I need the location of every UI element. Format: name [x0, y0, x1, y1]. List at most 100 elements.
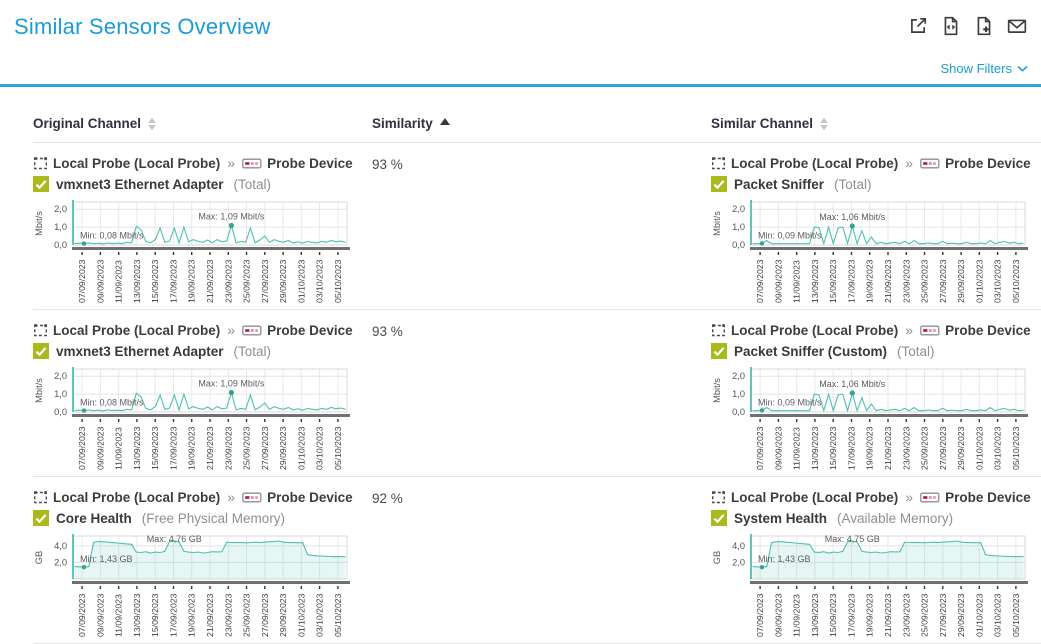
- svg-text:27/09/2023: 27/09/2023: [260, 593, 270, 637]
- mini-graph: 2,0 1,0 0,0 Mbit/s Max: 1,06 Mbit/s Min: 0,09…: [711, 199, 1041, 305]
- page-title: Similar Sensors Overview: [14, 14, 271, 39]
- probe-link[interactable]: Local Probe (Local Probe): [731, 155, 899, 171]
- column-header-similarity[interactable]: Similarity: [372, 116, 711, 131]
- svg-text:11/09/2023: 11/09/2023: [114, 427, 124, 470]
- svg-text:27/09/2023: 27/09/2023: [260, 259, 270, 303]
- svg-text:2,0: 2,0: [54, 371, 67, 381]
- svg-text:GB: GB: [34, 551, 44, 564]
- sensor-ok-check-icon: [711, 510, 727, 526]
- similar-channel-cell: Local Probe (Local Probe) » Probe Device…: [711, 322, 1041, 472]
- mini-graph: 2,0 1,0 0,0 Mbit/s Max: 1,06 Mbit/s Min: 0,09…: [711, 366, 1041, 472]
- probe-link[interactable]: Local Probe (Local Probe): [731, 489, 899, 505]
- toolbar: [908, 14, 1031, 36]
- sensor-link[interactable]: vmxnet3 Ethernet Adapter: [56, 176, 224, 192]
- svg-text:23/09/2023: 23/09/2023: [901, 593, 911, 637]
- svg-text:19/09/2023: 19/09/2023: [187, 426, 197, 470]
- sensor-line: vmxnet3 Ethernet Adapter (Total): [33, 176, 372, 192]
- column-header-original-channel[interactable]: Original Channel: [33, 116, 372, 131]
- sensor-ok-check-icon: [33, 176, 49, 192]
- show-filters-link[interactable]: Show Filters: [940, 61, 1028, 76]
- svg-text:25/09/2023: 25/09/2023: [242, 426, 252, 470]
- svg-text:17/09/2023: 17/09/2023: [847, 259, 857, 303]
- sensor-link[interactable]: System Health: [734, 510, 828, 526]
- device-icon: [242, 324, 262, 337]
- svg-text:05/10/2023: 05/10/2023: [1011, 593, 1021, 637]
- svg-text:23/09/2023: 23/09/2023: [901, 259, 911, 303]
- page-add-icon[interactable]: [974, 16, 994, 36]
- device-icon: [920, 157, 940, 170]
- sensor-link[interactable]: Core Health: [56, 510, 132, 526]
- mini-graph: 4,0 2,0 GB Max: 4,75 GB Min: 1,43 GB 07/09/20…: [711, 533, 1041, 639]
- sensor-link[interactable]: Packet Sniffer (Custom): [734, 343, 888, 359]
- sensor-link[interactable]: Packet Sniffer: [734, 176, 825, 192]
- svg-text:01/10/2023: 01/10/2023: [296, 593, 306, 637]
- device-icon: [920, 324, 940, 337]
- svg-text:Min: 0,08 Mbit/s: Min: 0,08 Mbit/s: [80, 231, 144, 241]
- sensor-link[interactable]: vmxnet3 Ethernet Adapter: [56, 343, 224, 359]
- svg-text:15/09/2023: 15/09/2023: [150, 259, 160, 303]
- svg-text:13/09/2023: 13/09/2023: [132, 593, 142, 637]
- svg-text:11/09/2023: 11/09/2023: [114, 594, 124, 637]
- svg-text:09/09/2023: 09/09/2023: [773, 259, 783, 303]
- channel-label: (Total): [897, 343, 935, 359]
- similarity-value: 93 %: [372, 157, 403, 172]
- svg-text:Max: 4,76 GB: Max: 4,76 GB: [147, 534, 202, 544]
- original-channel-cell: Local Probe (Local Probe) » Probe Device…: [33, 155, 372, 305]
- sort-asc-icon: [439, 118, 450, 125]
- svg-text:07/09/2023: 07/09/2023: [755, 426, 765, 470]
- probe-icon: [33, 156, 48, 171]
- svg-text:05/10/2023: 05/10/2023: [1011, 426, 1021, 470]
- similarity-value: 92 %: [372, 491, 403, 506]
- probe-link[interactable]: Local Probe (Local Probe): [53, 155, 221, 171]
- svg-text:23/09/2023: 23/09/2023: [223, 593, 233, 637]
- svg-text:13/09/2023: 13/09/2023: [810, 426, 820, 470]
- svg-text:21/09/2023: 21/09/2023: [883, 426, 893, 470]
- sensor-line: System Health (Available Memory): [711, 510, 1041, 526]
- svg-text:15/09/2023: 15/09/2023: [150, 593, 160, 637]
- device-link[interactable]: Probe Device: [945, 322, 1031, 338]
- table-header-row: Original Channel Similarity Similar Chan…: [33, 87, 1041, 143]
- similar-channel-cell: Local Probe (Local Probe) » Probe Device…: [711, 489, 1041, 639]
- channel-label: (Available Memory): [837, 510, 954, 526]
- channel-breadcrumb: Local Probe (Local Probe) » Probe Device: [33, 489, 372, 505]
- device-link[interactable]: Probe Device: [945, 155, 1031, 171]
- svg-text:17/09/2023: 17/09/2023: [847, 426, 857, 470]
- device-link[interactable]: Probe Device: [267, 322, 353, 338]
- probe-link[interactable]: Local Probe (Local Probe): [731, 322, 899, 338]
- breadcrumb-separator: »: [905, 489, 914, 505]
- probe-link[interactable]: Local Probe (Local Probe): [53, 322, 221, 338]
- svg-text:21/09/2023: 21/09/2023: [205, 593, 215, 637]
- email-icon[interactable]: [1007, 16, 1027, 36]
- table-row: Local Probe (Local Probe) » Probe Device…: [33, 310, 1041, 477]
- device-link[interactable]: Probe Device: [945, 489, 1031, 505]
- channel-breadcrumb: Local Probe (Local Probe) » Probe Device: [711, 489, 1041, 505]
- svg-text:0,0: 0,0: [732, 407, 745, 417]
- channel-label: (Total): [233, 176, 272, 192]
- channel-breadcrumb: Local Probe (Local Probe) » Probe Device: [711, 155, 1041, 171]
- svg-text:23/09/2023: 23/09/2023: [223, 426, 233, 470]
- svg-text:29/09/2023: 29/09/2023: [278, 593, 288, 637]
- svg-text:03/10/2023: 03/10/2023: [315, 259, 325, 303]
- sensor-line: Core Health (Free Physical Memory): [33, 510, 372, 526]
- column-header-similar-channel[interactable]: Similar Channel: [711, 116, 1041, 131]
- svg-text:05/10/2023: 05/10/2023: [333, 593, 343, 637]
- sensor-line: Packet Sniffer (Custom) (Total): [711, 343, 1041, 359]
- probe-icon: [711, 323, 726, 338]
- channel-breadcrumb: Local Probe (Local Probe) » Probe Device: [33, 322, 372, 338]
- svg-text:0,0: 0,0: [54, 240, 67, 250]
- svg-text:2,0: 2,0: [732, 204, 745, 214]
- page-header: Similar Sensors Overview: [0, 0, 1041, 40]
- sort-icon: [820, 117, 829, 130]
- svg-text:25/09/2023: 25/09/2023: [920, 593, 930, 637]
- svg-text:13/09/2023: 13/09/2023: [810, 593, 820, 637]
- device-link[interactable]: Probe Device: [267, 489, 353, 505]
- page-code-icon[interactable]: [941, 16, 961, 36]
- svg-text:05/10/2023: 05/10/2023: [333, 426, 343, 470]
- probe-link[interactable]: Local Probe (Local Probe): [53, 489, 221, 505]
- breadcrumb-separator: »: [227, 489, 236, 505]
- svg-text:13/09/2023: 13/09/2023: [810, 259, 820, 303]
- device-link[interactable]: Probe Device: [267, 155, 353, 171]
- open-in-new-icon[interactable]: [908, 16, 928, 36]
- svg-text:01/10/2023: 01/10/2023: [296, 259, 306, 303]
- svg-text:11/09/2023: 11/09/2023: [792, 427, 802, 470]
